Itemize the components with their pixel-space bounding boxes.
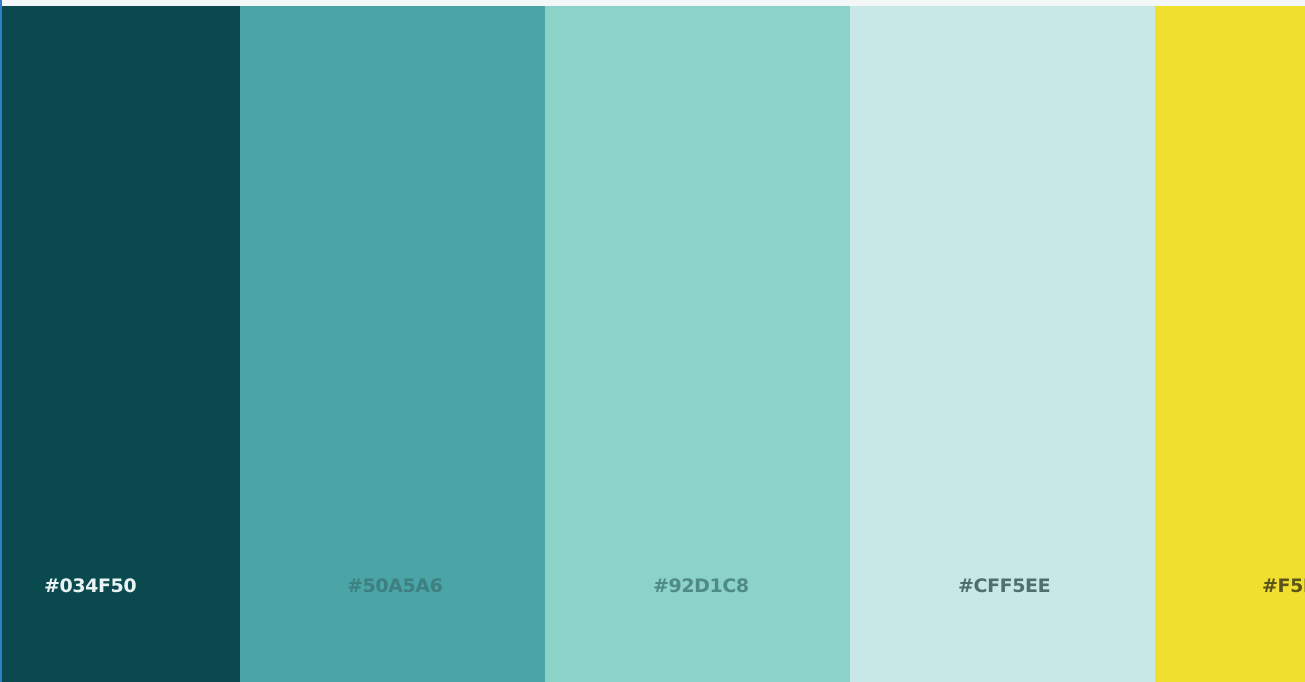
swatch-50a5a6: #50A5A6 xyxy=(240,6,545,682)
hex-code-label: #F5I xyxy=(1262,575,1305,597)
hex-code-label: #034F50 xyxy=(44,575,137,597)
hex-code-label: #CFF5EE xyxy=(958,575,1051,597)
swatch-yellow: #F5I xyxy=(1155,6,1305,682)
swatch-cff5ee: #CFF5EE xyxy=(850,6,1155,682)
swatch-92d1c8: #92D1C8 xyxy=(545,6,850,682)
top-strip xyxy=(0,0,1305,6)
swatch-034f50: #034F50 xyxy=(0,6,240,682)
hex-code-label: #50A5A6 xyxy=(347,575,443,597)
left-edge-line xyxy=(0,0,2,682)
hex-code-label: #92D1C8 xyxy=(653,575,749,597)
